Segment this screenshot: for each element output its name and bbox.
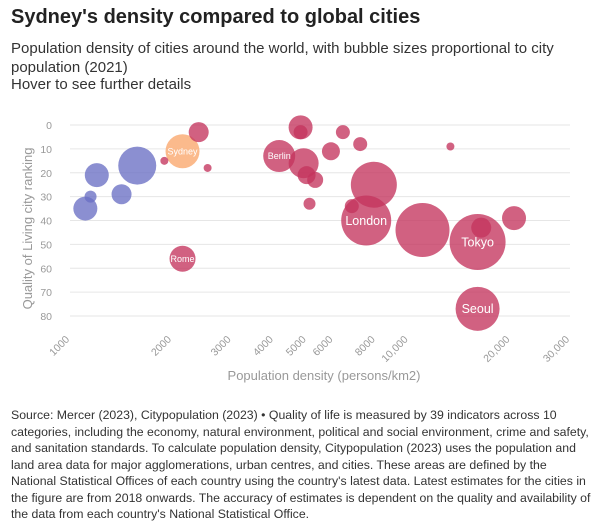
x-axis-ticks: 1000 2000 3000 4000 5000 6000 8000 10,000 20,000…: [47, 334, 572, 365]
bubble-label: Rome: [171, 254, 195, 264]
bubble-seoul[interactable]: [455, 286, 500, 331]
y-tick-label: 50: [40, 239, 52, 251]
bubble-berlin[interactable]: [263, 140, 296, 173]
x-tick-label: 3000: [209, 334, 234, 359]
bubble[interactable]: [321, 142, 340, 161]
x-axis-label: Population density (persons/km2): [228, 368, 421, 383]
x-tick-label: 5000: [284, 334, 309, 359]
x-tick-label: 2000: [149, 334, 174, 359]
x-tick-label: 4000: [251, 334, 276, 359]
bubble[interactable]: [293, 125, 308, 140]
y-tick-label: 20: [40, 168, 52, 180]
bubble[interactable]: [303, 197, 316, 210]
y-tick-label: 10: [40, 144, 52, 156]
source-footnote: Source: Mercer (2023), Citypopulation (2…: [11, 408, 591, 521]
bubbles[interactable]: Tokyo London Seoul Sydney Berlin Rome: [73, 115, 527, 331]
bubble[interactable]: [446, 142, 455, 151]
y-tick-label: 0: [46, 120, 52, 132]
bubble[interactable]: [84, 190, 97, 203]
bubble[interactable]: [344, 199, 359, 214]
x-tick-label: 10,000: [379, 334, 410, 365]
chart-subtitle: Population density of cities around the …: [11, 40, 554, 76]
bubble-label: Seoul: [462, 302, 494, 316]
bubble[interactable]: [188, 122, 209, 143]
bubble[interactable]: [335, 125, 350, 140]
x-tick-label: 30,000: [541, 334, 572, 365]
bubble-label: London: [345, 214, 387, 228]
bubble[interactable]: [111, 184, 132, 205]
bubble[interactable]: [203, 163, 212, 172]
x-tick-label: 20,000: [481, 334, 512, 365]
bubble-rome[interactable]: [169, 245, 196, 272]
bubble[interactable]: [353, 137, 368, 152]
bubble[interactable]: [471, 217, 492, 238]
bubble[interactable]: [350, 161, 397, 208]
bubble[interactable]: [395, 203, 450, 258]
bubble-sydney[interactable]: [165, 134, 200, 169]
bubble[interactable]: [118, 146, 157, 185]
bubble-label: Tokyo: [461, 235, 494, 249]
x-tick-label: 1000: [47, 334, 72, 359]
bubble[interactable]: [502, 206, 527, 231]
chart-title: Sydney's density compared to global citi…: [11, 6, 421, 28]
bubble-label: Berlin: [268, 151, 291, 161]
bubble[interactable]: [160, 156, 169, 165]
y-tick-label: 60: [40, 263, 52, 275]
y-tick-label: 70: [40, 287, 52, 299]
bubble-label: Sydney: [168, 146, 199, 156]
x-tick-label: 6000: [311, 334, 336, 359]
y-tick-label: 80: [40, 311, 52, 323]
x-tick-label: 8000: [353, 334, 378, 359]
bubble-tokyo[interactable]: [449, 213, 506, 270]
hover-hint: Hover to see further details: [11, 76, 192, 93]
bubble[interactable]: [84, 163, 109, 188]
y-tick-label: 40: [40, 216, 52, 228]
y-axis-ticks: 0 10 20 30 40 50 60 70 80: [40, 120, 52, 323]
y-tick-label: 30: [40, 192, 52, 204]
bubble[interactable]: [307, 171, 324, 188]
y-axis-label: Quality of Living city ranking: [20, 148, 35, 310]
